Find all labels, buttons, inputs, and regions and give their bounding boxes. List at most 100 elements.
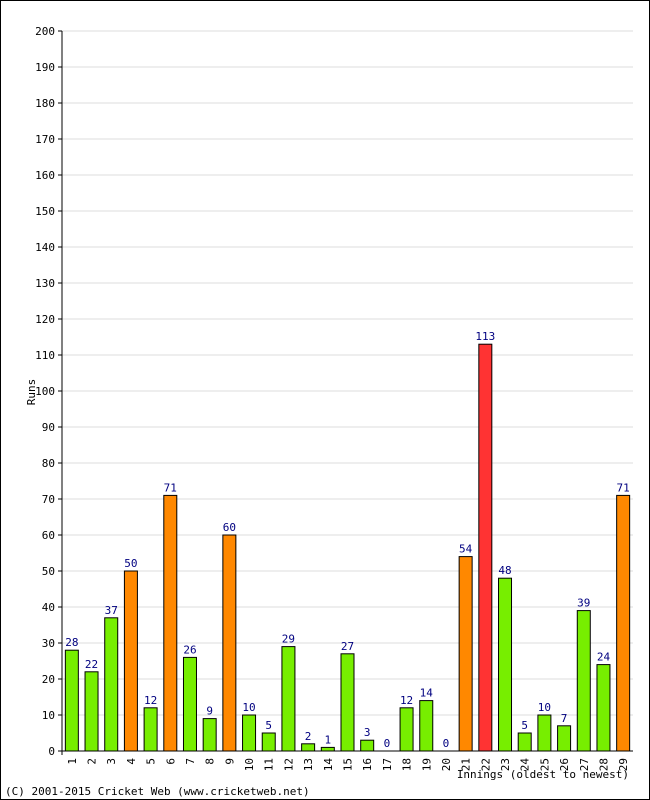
- bar-value-label: 3: [364, 726, 371, 739]
- y-tick-label: 190: [35, 61, 55, 74]
- y-tick-label: 10: [42, 709, 55, 722]
- y-tick-label: 120: [35, 313, 55, 326]
- y-tick-label: 200: [35, 25, 55, 38]
- bar: [182, 656, 197, 752]
- bar: [498, 577, 513, 752]
- bar-value-label: 10: [242, 701, 255, 714]
- x-tick-label: 9: [223, 758, 236, 765]
- bar: [517, 732, 532, 752]
- bar: [399, 707, 414, 752]
- bar: [261, 732, 276, 752]
- bar: [616, 494, 631, 752]
- bar-value-label: 71: [617, 481, 630, 494]
- bar: [340, 653, 355, 752]
- x-tick-label: 5: [145, 758, 158, 765]
- bar-value-label: 26: [183, 643, 196, 656]
- x-tick-label: 27: [578, 758, 591, 771]
- bar: [360, 739, 375, 752]
- bar-value-label: 27: [341, 640, 354, 653]
- x-tick-labels: 1 2 3 4 5 6 7 8 9 10 11 12 13 14 15 16 17 18 19 20 21 22 23 24 2…: [66, 758, 630, 772]
- bar-value-label: 71: [164, 481, 177, 494]
- y-tick-label: 0: [48, 745, 55, 758]
- x-tick-label: 23: [499, 758, 512, 771]
- y-tick-label: 60: [42, 529, 55, 542]
- bar-value-label: 1: [324, 733, 331, 746]
- y-tick-label: 100: [35, 385, 55, 398]
- x-tick-label: 12: [282, 758, 295, 771]
- x-tick-label: 17: [381, 758, 394, 771]
- bar: [84, 671, 99, 752]
- x-tick-label: 29: [617, 758, 630, 771]
- y-tick-label: 170: [35, 133, 55, 146]
- bar-value-label: 5: [265, 719, 272, 732]
- x-tick-label: 4: [125, 758, 138, 765]
- bar: [163, 494, 178, 752]
- bar: [281, 646, 296, 752]
- bar-value-label: 14: [420, 687, 434, 700]
- bar-value-label: 5: [521, 719, 528, 732]
- x-tick-label: 13: [302, 758, 315, 771]
- bar: [143, 707, 158, 752]
- y-tick-labels: 0 10 20 30 40 50 60 70 80 90 100 110 120 130 140 150 160…: [35, 25, 62, 758]
- bar-value-label: 60: [223, 521, 236, 534]
- bar-value-label: 0: [384, 737, 391, 750]
- x-tick-label: 25: [538, 758, 551, 771]
- bar: [478, 343, 493, 752]
- bar: [576, 610, 591, 752]
- y-tick-label: 110: [35, 349, 55, 362]
- x-axis-title: Innings (oldest to newest): [457, 768, 629, 781]
- grid: [62, 30, 633, 716]
- copyright-text: (C) 2001-2015 Cricket Web (www.cricketwe…: [5, 785, 310, 798]
- bar: [419, 700, 434, 752]
- bar-value-label: 37: [105, 604, 118, 617]
- y-tick-label: 180: [35, 97, 55, 110]
- bar: [458, 556, 473, 752]
- bar-value-label: 12: [144, 694, 157, 707]
- bars: [64, 343, 631, 752]
- bar: [557, 725, 572, 752]
- y-tick-label: 30: [42, 637, 55, 650]
- x-tick-label: 18: [401, 758, 414, 771]
- x-tick-label: 28: [597, 758, 610, 771]
- bar: [222, 534, 237, 752]
- bar-value-label: 2: [305, 730, 312, 743]
- x-tick-label: 2: [86, 758, 99, 765]
- bar: [104, 617, 119, 752]
- y-tick-label: 20: [42, 673, 55, 686]
- y-tick-label: 50: [42, 565, 55, 578]
- bar-value-label: 9: [206, 705, 213, 718]
- x-tick-label: 22: [479, 758, 492, 771]
- x-tick-label: 16: [361, 758, 374, 771]
- bar-value-label: 22: [85, 658, 98, 671]
- x-tick-label: 8: [204, 758, 217, 765]
- y-axis-title: Runs: [25, 379, 38, 406]
- bar-value-label: 10: [538, 701, 551, 714]
- bar: [123, 570, 138, 752]
- x-tick-label: 7: [184, 758, 197, 765]
- x-tick-label: 26: [558, 758, 571, 771]
- axes: [58, 31, 633, 755]
- x-tick-label: 11: [263, 758, 276, 771]
- bar-value-label: 54: [459, 543, 473, 556]
- bar-value-label: 48: [498, 564, 511, 577]
- x-tick-label: 3: [105, 758, 118, 765]
- bar-value-label: 50: [124, 557, 137, 570]
- x-tick-label: 20: [440, 758, 453, 771]
- x-tick-label: 6: [164, 758, 177, 765]
- x-tick-label: 14: [322, 758, 335, 772]
- y-tick-label: 90: [42, 421, 55, 434]
- bar-value-label: 12: [400, 694, 413, 707]
- bar: [301, 743, 316, 752]
- x-tick-label: 21: [460, 758, 473, 771]
- bar-value-label: 28: [65, 636, 78, 649]
- y-tick-label: 80: [42, 457, 55, 470]
- x-tick-label: 19: [420, 758, 433, 771]
- bar-value-label: 29: [282, 633, 295, 646]
- y-tick-label: 160: [35, 169, 55, 182]
- bar-value-label: 113: [475, 330, 495, 343]
- y-tick-label: 140: [35, 241, 55, 254]
- bar: [242, 714, 257, 752]
- bar-value-label: 0: [443, 737, 450, 750]
